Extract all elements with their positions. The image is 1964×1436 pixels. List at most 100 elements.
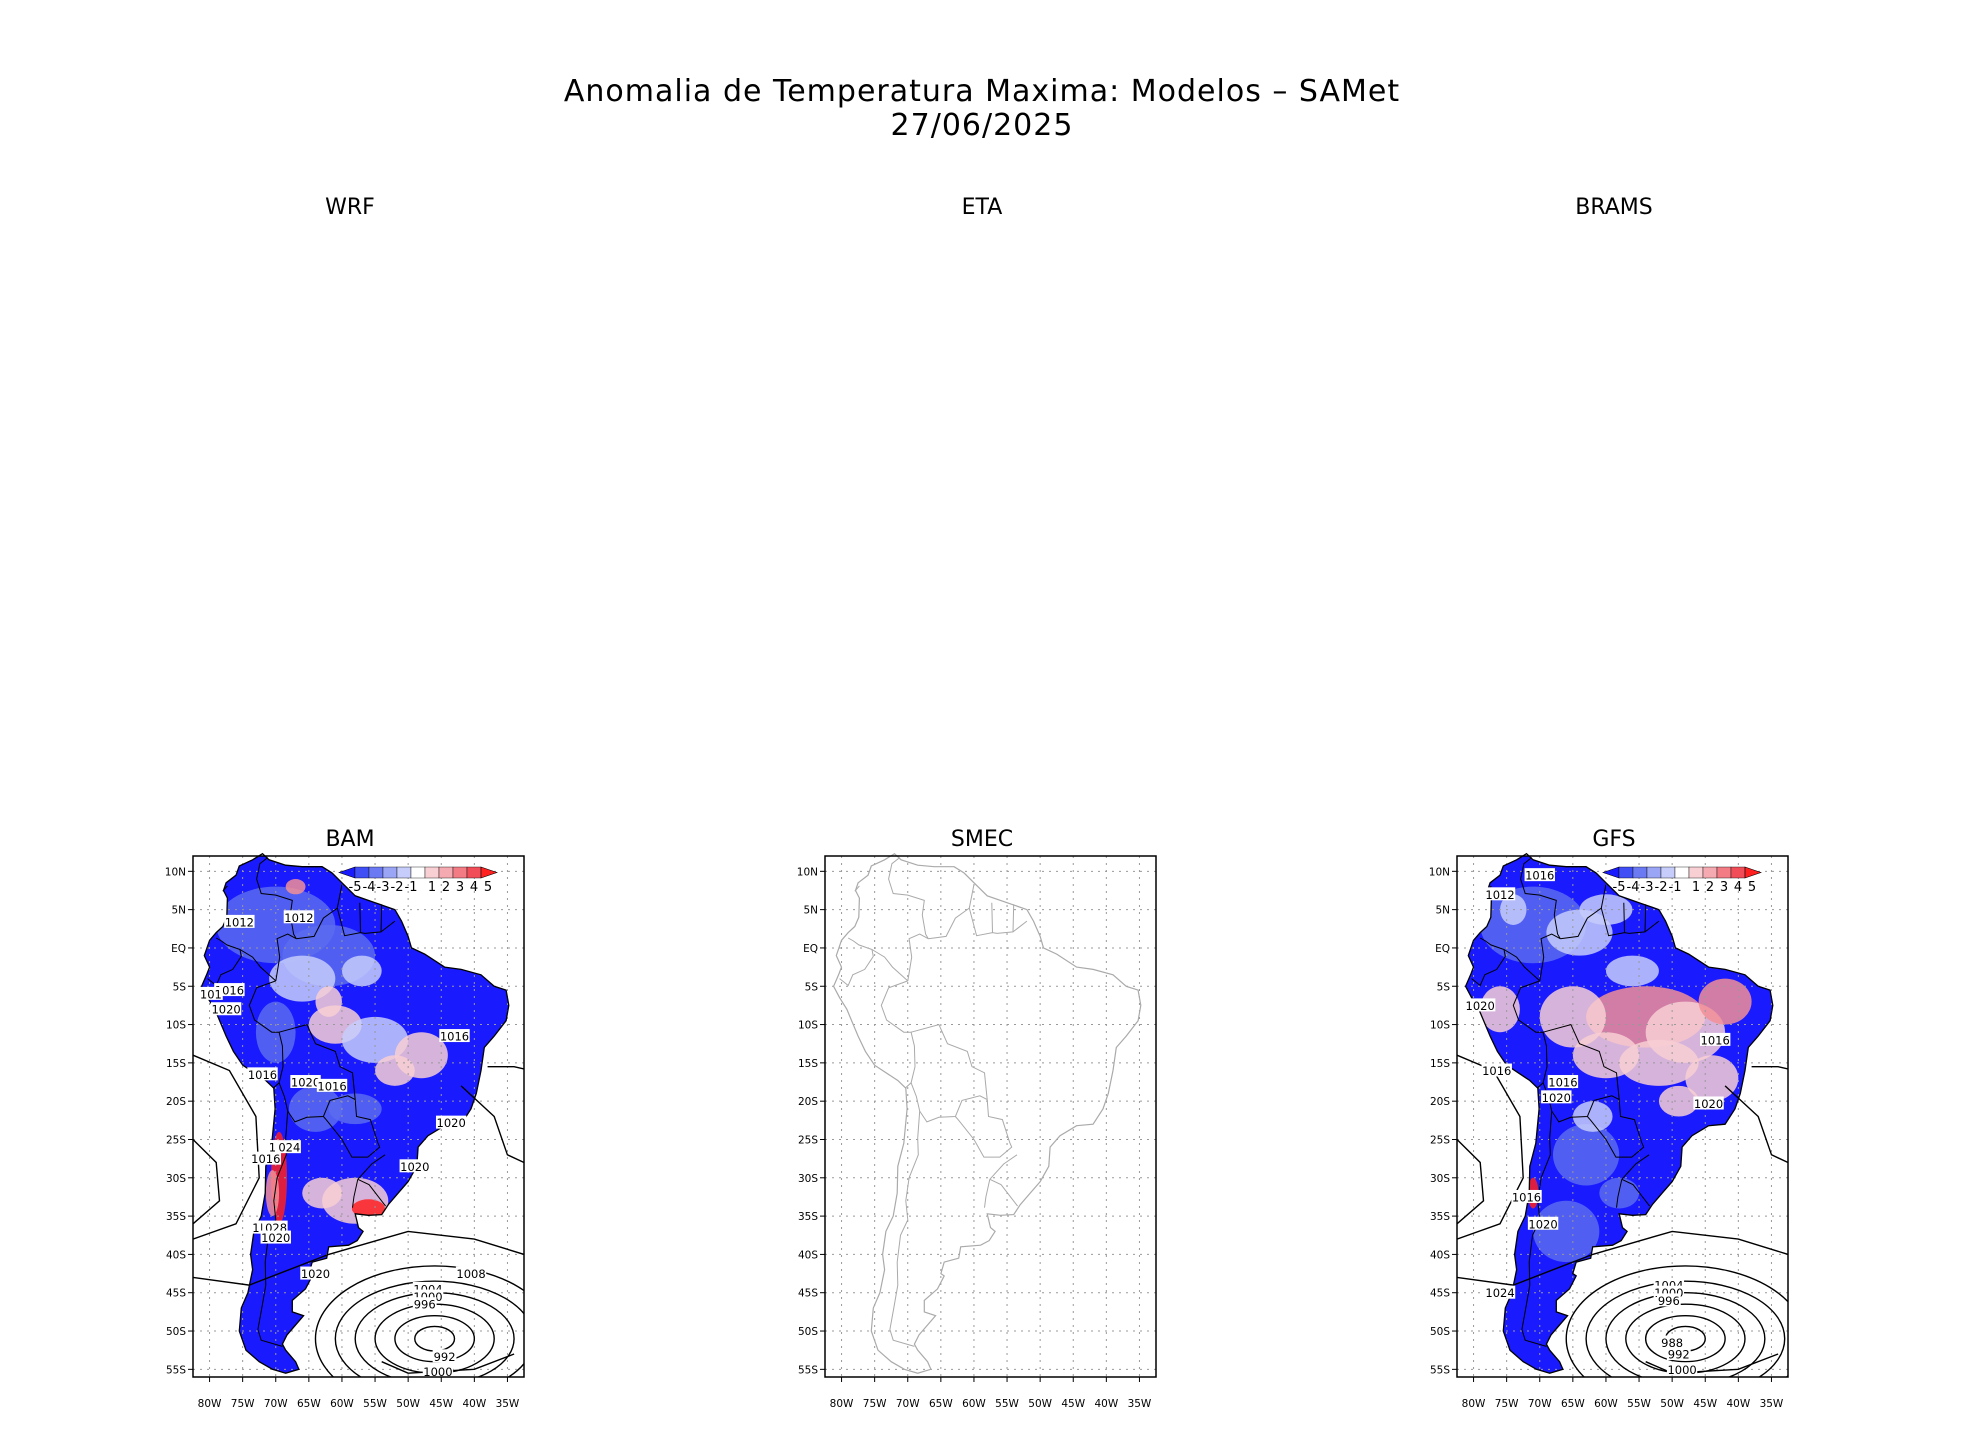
colorbar-label-bam-9: 5 — [484, 880, 492, 895]
contour-label-bam-23: 1000 — [423, 1365, 452, 1379]
contour-label-bg-gfs-13 — [1656, 1293, 1681, 1307]
y-tick-label-gfs-1: 5N — [1435, 905, 1450, 917]
border-bam-3 — [296, 907, 338, 940]
colorbar-label-bam-7: 3 — [456, 880, 464, 895]
map-frame-gfs — [1456, 855, 1789, 1378]
contour-label-bam-1: 1012 — [284, 911, 313, 925]
isobars-gfs — [1457, 1054, 1788, 1377]
contour-label-bam-11: 1 — [269, 1141, 276, 1155]
contour-label-bg-gfs-10 — [1484, 1285, 1516, 1299]
border-smec-6 — [991, 902, 993, 933]
y-tick-label-smec-12: 50S — [798, 1326, 818, 1338]
contour-label-bg-bam-5 — [439, 1029, 470, 1043]
x-tick-label-bam-7: 45W — [429, 1398, 453, 1410]
contour-label-bam-22: 992 — [434, 1350, 456, 1364]
border-smec-7 — [1012, 904, 1015, 932]
y-tick-label-smec-2: EQ — [803, 943, 818, 955]
colorbar-label-gfs-8: 4 — [1734, 880, 1742, 895]
y-tick-label-smec-3: 5S — [805, 981, 819, 993]
panel-title-wrf: WRF — [325, 195, 375, 220]
x-tick-label-gfs-2: 70W — [1528, 1398, 1552, 1410]
x-tick-label-bam-4: 60W — [330, 1398, 354, 1410]
x-tick-label-gfs-3: 65W — [1561, 1398, 1585, 1410]
colorbar-label-gfs-2: -3 — [1641, 880, 1654, 895]
map-panel-bam: 1012 101210161011020101610161020101610201… — [165, 852, 525, 1410]
colorbar-label-bam-4: -1 — [405, 880, 418, 895]
contour-label-bg-bam-21 — [412, 1297, 437, 1311]
x-tick-label-smec-3: 65W — [929, 1398, 953, 1410]
contour-label-bam-6: 1016 — [248, 1068, 277, 1082]
x-tick-label-bam-6: 50W — [396, 1398, 420, 1410]
colorbar-label-gfs-4: -1 — [1669, 880, 1682, 895]
y-tick-label-smec-1: 5N — [803, 905, 818, 917]
contour-label-bg-bam-23 — [422, 1364, 454, 1378]
contour-label-bg-bam-1 — [283, 910, 315, 924]
border-smec-11 — [910, 1024, 988, 1100]
border-gfs-6 — [1623, 902, 1625, 933]
x-tick-label-bam-8: 40W — [462, 1398, 486, 1410]
contour-label-gfs-16: 1000 — [1667, 1363, 1696, 1377]
contour-label-bg-gfs-5 — [1547, 1075, 1579, 1089]
contour-label-bam-0: 1012 — [225, 915, 254, 929]
border-bam-17 — [352, 1179, 359, 1208]
x-tick-label-gfs-8: 40W — [1726, 1398, 1750, 1410]
border-smec-4 — [968, 884, 975, 909]
y-tick-label-smec-10: 40S — [798, 1249, 818, 1261]
contour-label-bam-10: 1024 — [271, 1141, 300, 1155]
y-tick-label-gfs-3: 5S — [1437, 981, 1451, 993]
contour-label-bam-16: 1020 — [261, 1231, 290, 1245]
contour-label-bg-bam-3 — [198, 986, 223, 1000]
colorbar-label-bam-1: -4 — [363, 880, 376, 895]
x-tick-label-gfs-7: 45W — [1693, 1398, 1717, 1410]
contour-label-gfs-10: 1024 — [1485, 1286, 1514, 1300]
y-tick-label-gfs-11: 45S — [1430, 1288, 1450, 1300]
y-tick-label-gfs-6: 20S — [1430, 1096, 1450, 1108]
contour-label-bg-bam-4 — [210, 1002, 242, 1016]
contour-label-bg-bam-18 — [455, 1266, 487, 1280]
colorbar-label-gfs-9: 5 — [1748, 880, 1756, 895]
border-gfs-13 — [1521, 1111, 1553, 1347]
colorbar-label-gfs-1: -4 — [1627, 880, 1640, 895]
contour-label-bg-bam-13 — [399, 1159, 430, 1173]
colorbar-label-bam-3: -2 — [391, 880, 404, 895]
y-tick-label-gfs-9: 35S — [1430, 1211, 1450, 1223]
colorbar-label-bam-2: -3 — [377, 880, 390, 895]
grid-smec — [825, 856, 1156, 1377]
x-tick-label-smec-4: 60W — [962, 1398, 986, 1410]
border-bam-15 — [357, 1154, 386, 1180]
contour-label-bg-bam-22 — [432, 1349, 457, 1363]
x-tick-label-bam-5: 55W — [363, 1398, 387, 1410]
contour-label-bg-gfs-0 — [1524, 868, 1555, 882]
border-bam-12 — [278, 1082, 356, 1123]
y-tick-label-gfs-5: 15S — [1430, 1058, 1450, 1070]
colorbar-label-bam-6: 2 — [442, 880, 450, 895]
border-bam-1 — [256, 857, 297, 939]
y-tick-label-smec-11: 45S — [798, 1288, 818, 1300]
border-smec-1 — [888, 857, 929, 939]
x-tick-label-smec-0: 80W — [830, 1398, 854, 1410]
border-smec-0 — [854, 885, 860, 892]
contour-label-gfs-9: 1020 — [1528, 1217, 1557, 1231]
border-gfs-14 — [1587, 1099, 1645, 1158]
border-bam-5 — [336, 907, 396, 937]
contour-label-bam-4: 1020 — [211, 1003, 240, 1017]
contour-label-gfs-5: 1016 — [1548, 1076, 1577, 1090]
border-smec-15 — [989, 1154, 1018, 1180]
contour-label-bg-bam-0 — [224, 914, 255, 928]
y-tick-label-smec-5: 15S — [798, 1058, 818, 1070]
contour-label-bg-bam-11 — [267, 1140, 278, 1154]
panel-title-bam: BAM — [325, 827, 375, 852]
contour-label-bam-3: 101 — [200, 987, 222, 1001]
contour-label-bg-bam-6 — [247, 1067, 278, 1081]
contour-label-gfs-7: 1020 — [1694, 1097, 1723, 1111]
panel-title-smec: SMEC — [950, 827, 1014, 852]
panel-title-brams: BRAMS — [1575, 195, 1653, 220]
colorbar-label-bam-8: 4 — [470, 880, 478, 895]
y-tick-label-bam-6: 20S — [166, 1096, 186, 1108]
x-tick-label-gfs-0: 80W — [1462, 1398, 1486, 1410]
border-gfs-7 — [1644, 904, 1647, 932]
y-tick-label-gfs-0: 10N — [1429, 866, 1450, 878]
contour-label-bg-gfs-6 — [1541, 1090, 1572, 1104]
contour-label-gfs-3: 1016 — [1701, 1033, 1730, 1047]
